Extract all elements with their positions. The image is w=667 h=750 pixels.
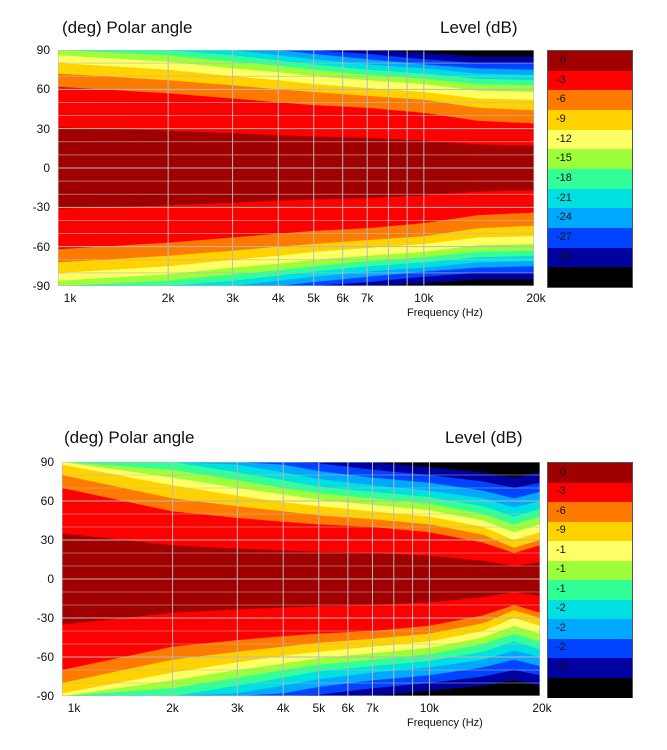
y-tick-label: -90	[32, 279, 50, 293]
y-tick-label: 0	[43, 161, 50, 175]
legend-swatch	[548, 580, 632, 600]
y-tick-label: -60	[36, 650, 54, 664]
x-tick-label: 4k	[271, 291, 285, 305]
x-tick-label: 20k	[526, 291, 546, 305]
legend-swatch	[548, 463, 632, 483]
y-tick-label: -60	[32, 239, 50, 254]
legend-swatch	[548, 51, 632, 72]
y-tick-label: -30	[32, 200, 50, 215]
legend-label: -30	[556, 250, 572, 263]
legend-label: 0	[560, 53, 567, 66]
legend-label: -2	[556, 602, 566, 615]
y-tick-label: -90	[36, 689, 54, 703]
legend-label: -9	[556, 524, 566, 537]
legend-label: 0	[560, 465, 567, 478]
legend-label: -6	[556, 504, 566, 517]
x-tick-label: 5k	[312, 701, 326, 715]
legend-swatch	[548, 90, 632, 111]
legend-label: -18	[556, 171, 572, 184]
legend-label: -2	[556, 621, 566, 634]
y-tick-label: 0	[47, 572, 54, 586]
x-tick-label: 3k	[230, 701, 244, 715]
x-tick-label: 10k	[419, 701, 440, 715]
legend-swatch	[548, 169, 632, 190]
legend-label: -27	[556, 230, 572, 243]
heatmap-plot	[58, 50, 534, 286]
legend-swatch	[548, 482, 632, 503]
x-tick-label: 4k	[276, 701, 290, 715]
legend-label: -2	[556, 641, 566, 654]
legend-swatch	[548, 560, 632, 581]
legend-swatch	[548, 149, 632, 170]
x-tick-label: 20k	[532, 701, 552, 715]
legend-swatch	[548, 70, 632, 91]
legend-label: -1	[556, 563, 566, 576]
y-tick-label: 90	[36, 43, 50, 57]
legend-swatch	[548, 541, 632, 561]
legend-label: -3	[556, 485, 566, 498]
legend-swatch	[548, 247, 632, 268]
legend-label: -15	[556, 152, 572, 165]
legend-swatch	[548, 228, 632, 249]
legend-label: -21	[556, 191, 572, 204]
legend-swatch	[548, 129, 632, 150]
legend-label: -1	[556, 582, 566, 595]
legend-swatch	[548, 267, 632, 288]
legend-swatch	[548, 619, 632, 639]
x-axis-label: Frequency (Hz)	[407, 307, 483, 319]
x-tick-label: 2k	[161, 291, 175, 305]
x-tick-label: 5k	[307, 291, 321, 305]
legend-label: -3	[556, 73, 566, 86]
legend-swatch	[548, 110, 632, 131]
polar-map-panel-2: (deg) Polar angle Level (dB) 90 60 30 0 -30-…	[0, 410, 667, 750]
y-tick-label: -30	[36, 611, 54, 625]
heatmap-plot	[62, 462, 540, 696]
level-title: Level (dB)	[445, 428, 523, 447]
y-tick-label: 30	[36, 121, 50, 136]
y-tick-label: 30	[40, 533, 54, 547]
x-tick-label: 3k	[226, 291, 239, 305]
x-tick-label: 7k	[366, 701, 379, 715]
y-axis-title: (deg) Polar angle	[64, 428, 195, 447]
legend-swatch	[548, 638, 632, 659]
y-axis-title: (deg) Polar angle	[62, 18, 193, 37]
legend-label: -12	[556, 132, 572, 145]
x-tick-label: 1k	[63, 291, 77, 305]
legend-swatch	[548, 208, 632, 229]
x-tick-label: 10k	[414, 291, 434, 305]
legend-swatch	[548, 677, 632, 698]
legend-swatch	[548, 599, 632, 620]
y-tick-label: 60	[36, 82, 50, 97]
legend-swatch	[548, 658, 632, 678]
x-tick-label: 1k	[67, 701, 81, 715]
legend-label: -6	[556, 93, 566, 106]
x-tick-label: 7k	[360, 291, 374, 305]
y-tick-label: 60	[40, 494, 54, 508]
legend-swatch	[548, 502, 632, 522]
x-tick-label: 6k	[341, 701, 355, 715]
legend-label: -1	[556, 543, 566, 556]
x-tick-label: 6k	[336, 291, 350, 305]
legend-swatch	[548, 188, 632, 209]
polar-map-panel-1: (deg) Polar angle Level (dB) 90 60 30 0 -30-…	[0, 0, 667, 340]
color-legend: 0 -3 -6 -9 -12 -15 -18 -21 -24 -27 -30	[547, 50, 633, 288]
legend-label: -24	[556, 211, 572, 224]
x-tick-label: 2k	[166, 701, 179, 715]
legend-swatch	[548, 521, 632, 542]
legend-label: -9	[556, 112, 566, 125]
legend-label: -3	[556, 660, 566, 673]
color-legend: 0 -3 -6 -9 -1 -1 -1 -2 -2 -2 -3	[547, 462, 633, 698]
y-tick-label: 90	[40, 455, 54, 469]
level-title: Level (dB)	[440, 18, 518, 37]
x-axis-label: Frequency (Hz)	[407, 717, 483, 729]
